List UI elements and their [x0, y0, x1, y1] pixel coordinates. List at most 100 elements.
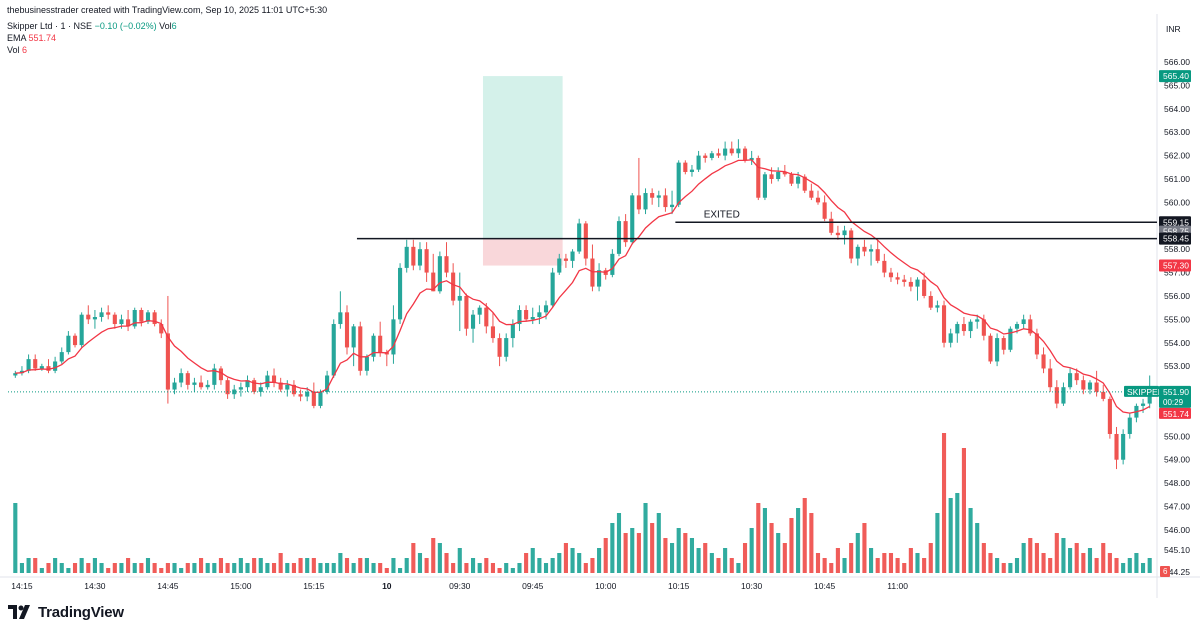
- candle: [570, 251, 575, 261]
- candle: [723, 148, 728, 156]
- volume-bar: [285, 563, 290, 573]
- candle: [663, 195, 668, 208]
- volume-bar: [212, 563, 217, 573]
- time-axis-tick: 10:15: [668, 581, 690, 591]
- candle: [252, 380, 257, 392]
- volume-bar: [935, 513, 940, 573]
- candle: [815, 197, 821, 203]
- candle: [19, 370, 25, 374]
- volume-bar: [915, 553, 920, 573]
- candle: [829, 218, 834, 233]
- volume-bar: [232, 563, 237, 573]
- candle: [72, 335, 78, 346]
- candle: [271, 375, 277, 383]
- symbol-name: Skipper Ltd · 1 · NSE: [7, 21, 93, 31]
- candle: [451, 272, 456, 301]
- volume-bar: [975, 523, 980, 573]
- price-axis-tick: 549.00: [1164, 455, 1190, 465]
- volume-bar: [72, 563, 78, 573]
- volume-bar: [636, 533, 641, 573]
- candle: [398, 267, 403, 320]
- volume-bar: [729, 558, 734, 573]
- price-axis-tick: 563.00: [1164, 127, 1190, 137]
- candle: [616, 221, 622, 254]
- ema-legend-label: EMA: [7, 33, 27, 43]
- candle: [855, 246, 860, 259]
- volume-bar: [298, 558, 303, 573]
- volume-bar: [451, 563, 456, 573]
- candle: [132, 310, 137, 327]
- volume-bar: [736, 563, 741, 573]
- volume-bar: [955, 493, 960, 573]
- volume-bar: [908, 548, 913, 573]
- candle: [623, 221, 628, 243]
- volume-bar: [583, 563, 588, 573]
- volume-bar: [1021, 543, 1026, 573]
- volume-bar: [762, 508, 767, 573]
- candle: [139, 310, 144, 322]
- volume-legend-label: Vol: [7, 45, 20, 55]
- volume-bar: [796, 508, 801, 573]
- candle: [490, 326, 496, 339]
- volume-legend[interactable]: Vol 6: [7, 44, 27, 56]
- volume-bar: [159, 568, 164, 573]
- price-axis-tick: 562.00: [1164, 151, 1190, 161]
- candle: [643, 193, 648, 210]
- candle: [305, 391, 310, 397]
- candle: [106, 312, 111, 315]
- candle: [756, 157, 761, 198]
- time-axis-tick: 14:45: [157, 581, 179, 591]
- price-axis-tick: 561.00: [1164, 174, 1190, 184]
- volume-bar: [1094, 558, 1099, 573]
- volume-bar: [33, 558, 38, 573]
- volume-bar: [577, 553, 582, 573]
- candle: [842, 230, 847, 236]
- tradingview-footer[interactable]: TradingView: [8, 603, 124, 621]
- candle: [981, 319, 986, 336]
- volume-axis-label: 6: [1163, 567, 1168, 576]
- volume-bar: [192, 563, 197, 573]
- volume-bar: [1041, 553, 1046, 573]
- price-axis-tick: 557.00: [1164, 268, 1190, 278]
- volume-bar: [669, 543, 675, 573]
- candle: [835, 232, 840, 236]
- volume-bar: [650, 523, 655, 573]
- candle: [318, 391, 323, 406]
- price-axis-label: 565.40: [1163, 71, 1189, 81]
- candle: [875, 249, 880, 261]
- candle: [517, 310, 522, 325]
- volume-bar: [126, 558, 131, 573]
- currency-label: INR: [1166, 24, 1181, 34]
- candle: [391, 319, 396, 355]
- price-axis-tick: 554.00: [1164, 338, 1190, 348]
- volume-bar: [776, 533, 781, 573]
- price-axis-label-bg: [1159, 232, 1191, 245]
- volume-bar: [941, 433, 947, 573]
- candle: [444, 256, 449, 273]
- volume-bar: [656, 513, 661, 573]
- volume-bar: [132, 563, 137, 573]
- volume-bar: [563, 543, 568, 573]
- volume-bar: [1107, 553, 1112, 573]
- price-axis-label: 558.45: [1163, 234, 1189, 244]
- candle: [796, 176, 801, 184]
- candle: [325, 375, 330, 392]
- candle: [285, 384, 290, 390]
- ema-legend[interactable]: EMA 551.74: [7, 32, 56, 44]
- volume-bar: [696, 548, 701, 573]
- candle: [630, 195, 635, 243]
- volume-bar: [145, 558, 151, 573]
- candle: [1048, 368, 1053, 388]
- ema-axis-label-bg: [1159, 407, 1191, 419]
- price-axis-label-bg: [1159, 259, 1191, 272]
- candle: [1101, 391, 1106, 399]
- volume-bar: [922, 558, 927, 573]
- profit-zone: [482, 76, 563, 239]
- candle: [597, 270, 602, 287]
- candle: [497, 338, 502, 357]
- price-axis-label: 557.30: [1163, 261, 1189, 271]
- candle: [59, 352, 64, 362]
- candle: [245, 380, 250, 388]
- volume-bar: [13, 503, 18, 573]
